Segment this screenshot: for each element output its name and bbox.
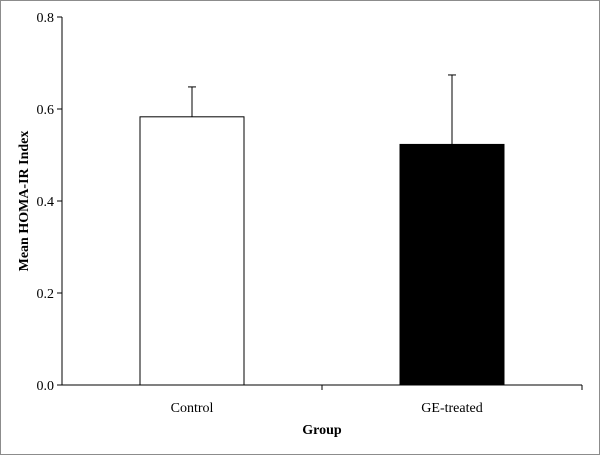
bar-control: [139, 116, 245, 386]
y-tick-label: 0.2: [37, 287, 55, 302]
x-axis-labels: Control GE-treated: [171, 385, 583, 416]
y-tick-label: 0.6: [37, 103, 55, 118]
y-tick-label: 0.4: [37, 195, 55, 210]
y-axis-title: Mean HOMA-IR Index: [17, 131, 32, 272]
x-axis-title: Group: [302, 423, 342, 438]
y-axis-ticks: 0.0 0.2 0.4 0.6 0.8: [37, 11, 62, 394]
y-tick-label: 0.0: [37, 379, 55, 394]
bar-ge-treated: [399, 143, 505, 386]
x-category-label: GE-treated: [421, 401, 482, 416]
y-tick-label: 0.8: [37, 11, 55, 26]
x-category-label: Control: [171, 401, 214, 416]
plot-area: [139, 74, 505, 386]
